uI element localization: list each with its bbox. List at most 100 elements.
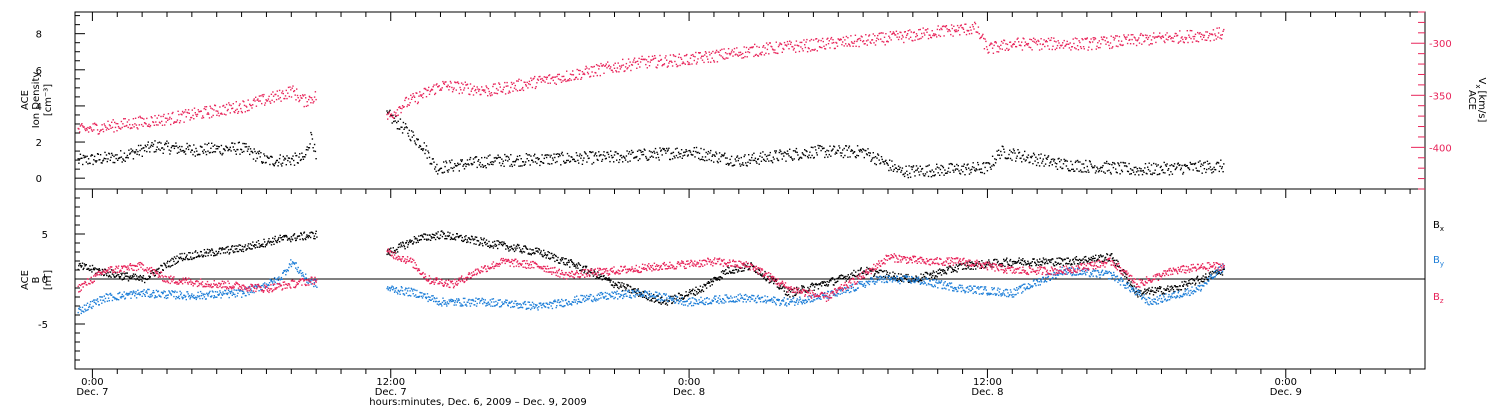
bx-series-point xyxy=(534,252,536,255)
velocity-series-point xyxy=(922,27,924,29)
velocity-series-point xyxy=(393,111,396,113)
velocity-series-point xyxy=(1030,39,1033,41)
bx-series-point xyxy=(1154,287,1156,289)
density-series-point xyxy=(859,148,862,151)
density-series-point xyxy=(254,150,256,153)
field-tick-label: 5 xyxy=(42,230,48,241)
velocity-series-point xyxy=(692,55,695,57)
bx-series-point xyxy=(634,288,636,290)
bx-series-point xyxy=(693,293,695,296)
velocity-series-point xyxy=(977,31,979,34)
bx-series-point xyxy=(486,242,488,245)
bx-series-point xyxy=(560,260,562,262)
bx-series-point xyxy=(302,239,304,241)
bx-series-point xyxy=(400,244,403,246)
velocity-series-point xyxy=(613,64,615,66)
density-series-point xyxy=(1137,170,1139,172)
velocity-series-point xyxy=(219,106,221,108)
velocity-series-point xyxy=(767,44,769,46)
density-series-point xyxy=(1195,167,1197,169)
density-series-point xyxy=(529,164,531,166)
velocity-series-point xyxy=(1000,40,1003,43)
density-series-point xyxy=(636,155,638,158)
bx-series-point xyxy=(697,292,700,294)
velocity-series-point xyxy=(217,112,220,114)
velocity-series-point xyxy=(410,98,413,100)
velocity-series-point xyxy=(441,87,443,89)
bx-series-point xyxy=(1195,282,1197,284)
velocity-series-point xyxy=(1058,42,1060,44)
velocity-series-point xyxy=(1196,40,1198,42)
bx-series-point xyxy=(613,286,615,289)
by-series-point xyxy=(86,309,88,311)
velocity-series-point xyxy=(986,48,989,51)
bx-series-point xyxy=(532,249,534,251)
bx-series-point xyxy=(951,267,953,269)
density-series-point xyxy=(1048,165,1050,167)
velocity-series-point xyxy=(455,89,457,91)
velocity-series-point xyxy=(130,127,132,129)
bx-series-point xyxy=(666,304,669,306)
velocity-series-point xyxy=(82,126,85,128)
bx-series-point xyxy=(98,268,100,270)
bx-series-point xyxy=(149,276,151,278)
bx-series-point xyxy=(1050,261,1052,264)
density-series-point xyxy=(312,147,314,149)
velocity-series-point xyxy=(859,37,861,40)
velocity-series-point xyxy=(1195,40,1197,42)
bx-series-point xyxy=(301,234,303,236)
density-series-point xyxy=(793,158,795,160)
velocity-series-point xyxy=(114,121,116,124)
density-series-point xyxy=(1049,162,1051,164)
density-series-point xyxy=(412,131,414,133)
density-series-point xyxy=(842,156,845,159)
bx-series-point xyxy=(1112,257,1114,259)
density-series-point xyxy=(568,155,570,157)
by-series-point xyxy=(232,293,235,295)
by-series-point xyxy=(232,292,234,294)
bx-series-point xyxy=(429,239,432,241)
density-series-point xyxy=(714,155,716,157)
density-series-point xyxy=(752,159,754,162)
bx-series-point xyxy=(661,296,663,298)
density-series-point xyxy=(87,163,89,165)
velocity-series-point xyxy=(548,74,551,76)
velocity-series-point xyxy=(720,55,722,57)
bx-series-point xyxy=(83,263,86,265)
by-series-point xyxy=(188,294,191,297)
density-series-point xyxy=(124,160,126,162)
bx-series-point xyxy=(520,249,522,251)
velocity-series-point xyxy=(1160,37,1162,40)
density-series-point xyxy=(196,150,198,152)
velocity-series-point xyxy=(976,31,978,33)
bx-series-point xyxy=(1003,258,1005,261)
bx-series-point xyxy=(1177,286,1179,288)
density-series-point xyxy=(174,145,176,147)
by-series-point xyxy=(236,289,238,292)
bx-series-point xyxy=(237,250,240,253)
density-series-point xyxy=(951,163,953,166)
bx-series-point xyxy=(578,263,580,265)
bx-series-point xyxy=(99,269,101,271)
density-series-point xyxy=(483,165,485,167)
density-series-point xyxy=(221,154,223,156)
velocity-series-point xyxy=(493,92,496,94)
velocity-series-point xyxy=(927,28,929,30)
velocity-series-point xyxy=(984,38,986,40)
bx-series-point xyxy=(520,250,522,253)
velocity-series-point xyxy=(653,57,655,60)
bx-series-point xyxy=(689,291,692,293)
density-series-point xyxy=(105,154,108,156)
velocity-series-point xyxy=(439,89,441,91)
bx-series-point xyxy=(464,238,467,240)
velocity-series-point xyxy=(431,88,433,90)
density-series-point xyxy=(773,158,775,160)
density-series-point xyxy=(1000,154,1003,156)
bx-series-point xyxy=(814,286,816,288)
density-series-point xyxy=(1214,169,1217,171)
velocity-series-point xyxy=(400,111,402,114)
density-series-point xyxy=(641,154,643,156)
bx-series-point xyxy=(874,273,876,275)
density-series-point xyxy=(220,144,223,147)
density-series-point xyxy=(662,147,664,150)
